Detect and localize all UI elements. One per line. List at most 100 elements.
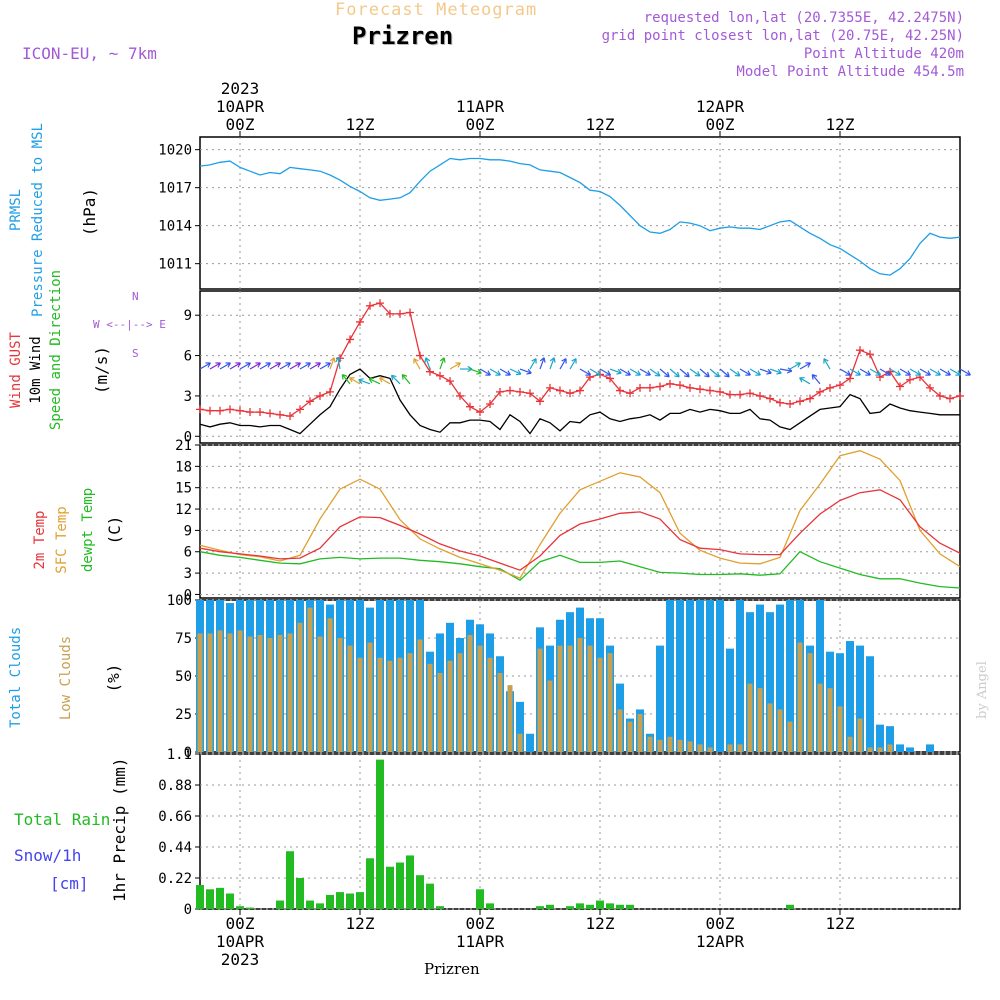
bar-low-clouds xyxy=(797,642,803,752)
compass-s: S xyxy=(132,347,139,360)
bar-rain xyxy=(436,906,444,909)
time-label-bottom: 00Z xyxy=(466,914,495,933)
wind-direction-arrowhead xyxy=(526,368,532,375)
time-label-bottom: 12Z xyxy=(826,914,855,933)
gust-marker xyxy=(626,389,634,398)
bar-rain xyxy=(786,904,794,909)
wind-direction-arrow xyxy=(219,362,231,370)
bar-low-clouds xyxy=(287,633,293,752)
gust-marker xyxy=(686,383,694,392)
bar-low-clouds xyxy=(217,630,223,752)
wind-direction-arrow xyxy=(799,377,811,385)
wind-direction-arrowhead xyxy=(539,357,546,363)
bar-total-clouds xyxy=(676,600,684,752)
bar-rain xyxy=(616,904,624,909)
y-tick-label: 100 xyxy=(167,593,192,609)
gust-marker xyxy=(696,385,704,394)
bar-low-clouds xyxy=(307,607,313,752)
gust-marker xyxy=(346,335,354,344)
wind-direction-arrowhead xyxy=(935,370,941,376)
time-label-top: 12Z xyxy=(826,115,855,134)
precip-cm-label: [cm] xyxy=(50,874,89,893)
bar-low-clouds xyxy=(557,645,563,752)
wind-direction-arrow xyxy=(349,377,361,385)
bar-rain xyxy=(246,907,254,909)
bar-total-clouds xyxy=(786,600,794,752)
wind-direction-arrow xyxy=(629,368,641,376)
bar-total-clouds xyxy=(816,600,824,752)
bar-low-clouds xyxy=(817,683,823,752)
bar-total-clouds xyxy=(686,600,694,752)
wind-direction-arrowhead xyxy=(654,371,661,377)
wind-direction-arrowhead xyxy=(786,367,793,374)
gust-marker xyxy=(496,387,504,396)
panel-frame-2 xyxy=(199,444,961,599)
gust-marker xyxy=(236,406,244,415)
gust-marker xyxy=(756,391,764,400)
y-tick-label: 9 xyxy=(184,523,192,539)
wind-direction-arrowhead xyxy=(285,362,291,368)
gust-marker xyxy=(846,374,854,383)
wind-direction-arrow xyxy=(609,368,622,374)
series-line-prmsl xyxy=(199,157,961,276)
bar-low-clouds xyxy=(627,721,633,752)
y-tick-label: 0 xyxy=(184,429,192,445)
y-tick-label: 1011 xyxy=(158,257,192,273)
wind-direction-arrowhead xyxy=(799,377,805,383)
bar-low-clouds xyxy=(507,685,513,752)
wind-direction-arrowhead xyxy=(368,377,375,384)
y-tick-label: 0 xyxy=(184,587,192,603)
bar-low-clouds xyxy=(867,747,873,752)
series-line-10m-wind xyxy=(199,368,960,435)
y-tick-label: 21 xyxy=(175,438,192,454)
panel-frame-4 xyxy=(199,753,961,910)
time-label-bottom: 12Z xyxy=(346,914,375,933)
wind-direction-arrowhead xyxy=(495,370,501,376)
y-tick-label: 12 xyxy=(175,502,192,518)
bar-low-clouds xyxy=(657,739,663,752)
bar-low-clouds xyxy=(827,688,833,752)
bar-low-clouds xyxy=(477,645,483,752)
bar-rain xyxy=(586,904,594,909)
time-label-bottom: 12APR xyxy=(696,932,745,951)
gust-marker xyxy=(576,386,584,395)
gust-marker xyxy=(486,399,494,408)
y-tick-label: 18 xyxy=(175,459,192,475)
bar-low-clouds xyxy=(587,645,593,752)
bar-low-clouds xyxy=(497,672,503,752)
wind-direction-arrowhead xyxy=(915,370,921,376)
compass-n: N xyxy=(132,290,139,303)
wind-direction-arrow xyxy=(341,374,351,385)
wind-direction-arrowhead xyxy=(245,362,251,368)
series-line-dewpt-temp xyxy=(199,550,961,589)
wind-direction-arrowhead xyxy=(561,358,567,364)
bar-low-clouds xyxy=(437,672,443,752)
wind-direction-arrow xyxy=(949,368,961,376)
gust-marker xyxy=(446,377,454,386)
wind-direction-arrow xyxy=(669,368,680,378)
bar-low-clouds xyxy=(267,638,273,752)
bar-total-clouds xyxy=(886,726,894,752)
bar-low-clouds xyxy=(837,706,843,752)
gust-marker xyxy=(606,374,614,383)
gust-marker xyxy=(406,308,414,317)
y-tick-label: 3 xyxy=(184,566,192,582)
wind-direction-arrowhead xyxy=(341,374,348,380)
bar-total-clouds xyxy=(656,645,664,752)
wind-direction-arrowhead xyxy=(635,370,641,376)
bar-rain xyxy=(406,855,414,909)
gust-marker xyxy=(196,405,204,414)
wind-direction-arrowhead xyxy=(390,374,397,381)
wind-direction-arrowhead xyxy=(945,370,951,376)
bar-low-clouds xyxy=(207,633,213,752)
wind-direction-arrowhead xyxy=(571,358,577,364)
bar-low-clouds xyxy=(647,736,653,752)
wind-direction-arrow xyxy=(199,362,211,370)
wind-direction-arrow xyxy=(337,357,341,370)
bar-rain xyxy=(356,892,364,909)
gust-marker xyxy=(216,406,224,415)
gust-marker xyxy=(316,391,324,400)
precip-rain-label: Total Rain xyxy=(14,810,111,829)
bar-rain xyxy=(626,904,634,909)
bar-low-clouds xyxy=(767,703,773,752)
